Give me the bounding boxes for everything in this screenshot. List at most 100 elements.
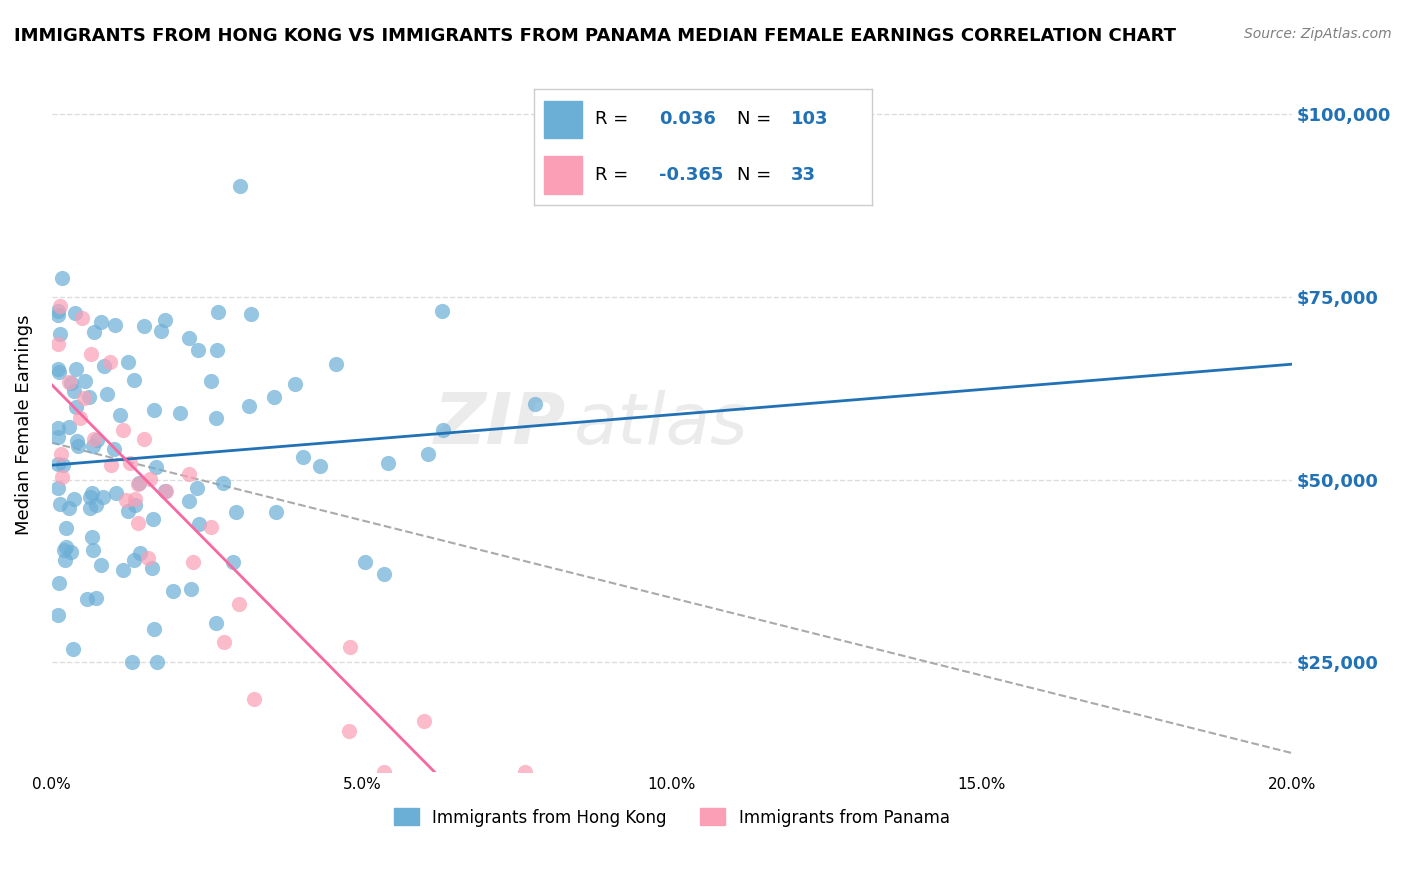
Immigrants from Panama	[513, 765, 536, 780]
Immigrants from Hong Kong	[67, 439, 90, 453]
Immigrants from Hong Kong	[84, 591, 107, 606]
Immigrants from Hong Kong	[325, 357, 347, 371]
Immigrants from Panama	[242, 692, 264, 706]
Immigrants from Hong Kong	[46, 420, 69, 434]
Immigrants from Hong Kong	[200, 374, 222, 388]
Immigrants from Hong Kong	[65, 401, 87, 415]
Immigrants from Hong Kong	[180, 582, 202, 596]
Immigrants from Hong Kong	[169, 406, 191, 420]
Immigrants from Hong Kong	[59, 544, 82, 558]
Immigrants from Hong Kong	[353, 555, 375, 569]
Immigrants from Hong Kong	[143, 403, 166, 417]
Immigrants from Hong Kong	[63, 491, 86, 506]
Immigrants from Panama	[49, 300, 72, 314]
Legend: Immigrants from Hong Kong, Immigrants from Panama: Immigrants from Hong Kong, Immigrants fr…	[387, 802, 956, 833]
Immigrants from Panama	[212, 634, 235, 648]
Immigrants from Hong Kong	[128, 475, 150, 490]
Immigrants from Hong Kong	[82, 439, 104, 453]
Immigrants from Hong Kong	[103, 442, 125, 456]
Immigrants from Hong Kong	[205, 343, 228, 358]
Immigrants from Hong Kong	[108, 409, 131, 423]
Immigrants from Hong Kong	[264, 505, 287, 519]
Immigrants from Hong Kong	[207, 305, 229, 319]
Immigrants from Hong Kong	[93, 359, 115, 373]
Text: 33: 33	[790, 166, 815, 184]
Immigrants from Hong Kong	[186, 481, 208, 495]
Immigrants from Hong Kong	[141, 561, 163, 575]
Immigrants from Hong Kong	[82, 486, 104, 500]
Immigrants from Hong Kong	[48, 575, 70, 590]
Text: atlas: atlas	[572, 390, 747, 459]
Immigrants from Hong Kong	[205, 411, 228, 425]
Y-axis label: Median Female Earnings: Median Female Earnings	[15, 315, 32, 535]
Immigrants from Panama	[127, 516, 149, 530]
Immigrants from Hong Kong	[432, 424, 454, 438]
Immigrants from Panama	[127, 477, 149, 491]
Immigrants from Hong Kong	[430, 303, 453, 318]
Immigrants from Hong Kong	[51, 270, 73, 285]
Immigrants from Panama	[112, 423, 135, 437]
Immigrants from Hong Kong	[524, 397, 547, 411]
Immigrants from Panama	[118, 456, 141, 470]
Immigrants from Hong Kong	[212, 476, 235, 491]
Immigrants from Hong Kong	[179, 331, 201, 345]
Immigrants from Hong Kong	[221, 555, 243, 569]
Immigrants from Hong Kong	[63, 306, 86, 320]
Immigrants from Hong Kong	[187, 343, 209, 357]
Immigrants from Panama	[139, 473, 162, 487]
Immigrants from Panama	[136, 550, 159, 565]
Immigrants from Hong Kong	[91, 490, 114, 504]
Immigrants from Hong Kong	[59, 376, 82, 391]
Immigrants from Hong Kong	[292, 450, 315, 464]
Immigrants from Hong Kong	[62, 641, 84, 656]
Immigrants from Hong Kong	[48, 365, 70, 379]
Immigrants from Panama	[339, 640, 361, 655]
Immigrants from Hong Kong	[240, 308, 263, 322]
Text: 0.036: 0.036	[659, 111, 716, 128]
Immigrants from Hong Kong	[117, 355, 139, 369]
Text: -0.365: -0.365	[659, 166, 724, 184]
Immigrants from Hong Kong	[55, 541, 77, 555]
Immigrants from Hong Kong	[124, 553, 146, 567]
Immigrants from Hong Kong	[75, 374, 97, 388]
Text: 103: 103	[790, 111, 828, 128]
Immigrants from Panama	[79, 347, 101, 361]
Immigrants from Panama	[412, 714, 434, 729]
Immigrants from Hong Kong	[124, 498, 146, 512]
Text: Source: ZipAtlas.com: Source: ZipAtlas.com	[1244, 27, 1392, 41]
Immigrants from Hong Kong	[63, 384, 86, 398]
Bar	[544, 156, 582, 194]
Immigrants from Hong Kong	[46, 430, 69, 444]
Immigrants from Hong Kong	[153, 312, 176, 326]
Immigrants from Hong Kong	[146, 656, 169, 670]
Immigrants from Hong Kong	[46, 608, 69, 623]
Immigrants from Panama	[337, 723, 360, 738]
Immigrants from Hong Kong	[229, 179, 252, 194]
Immigrants from Hong Kong	[82, 543, 104, 558]
Immigrants from Hong Kong	[48, 481, 70, 495]
Text: IMMIGRANTS FROM HONG KONG VS IMMIGRANTS FROM PANAMA MEDIAN FEMALE EARNINGS CORRE: IMMIGRANTS FROM HONG KONG VS IMMIGRANTS …	[14, 27, 1175, 45]
Immigrants from Hong Kong	[122, 373, 145, 387]
Immigrants from Hong Kong	[46, 361, 69, 376]
Immigrants from Hong Kong	[49, 327, 72, 342]
Immigrants from Hong Kong	[46, 309, 69, 323]
Immigrants from Hong Kong	[55, 521, 77, 535]
Immigrants from Panama	[228, 597, 250, 611]
Immigrants from Panama	[51, 470, 73, 484]
Immigrants from Hong Kong	[145, 460, 167, 475]
Immigrants from Hong Kong	[77, 390, 100, 404]
Immigrants from Hong Kong	[58, 420, 80, 434]
Immigrants from Panama	[200, 520, 222, 534]
Immigrants from Hong Kong	[117, 504, 139, 518]
Immigrants from Hong Kong	[79, 501, 101, 516]
Immigrants from Hong Kong	[377, 456, 399, 470]
Immigrants from Hong Kong	[90, 558, 112, 573]
Immigrants from Hong Kong	[205, 615, 228, 630]
Immigrants from Panama	[132, 433, 155, 447]
Text: R =: R =	[595, 166, 628, 184]
Immigrants from Panama	[181, 555, 204, 569]
Text: R =: R =	[595, 111, 628, 128]
Immigrants from Panama	[83, 432, 105, 446]
Text: ZIP: ZIP	[434, 390, 567, 459]
Immigrants from Hong Kong	[76, 592, 98, 607]
